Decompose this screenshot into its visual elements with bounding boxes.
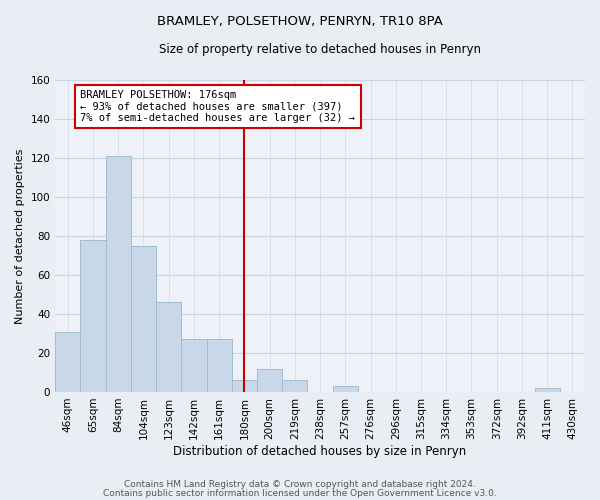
Text: BRAMLEY, POLSETHOW, PENRYN, TR10 8PA: BRAMLEY, POLSETHOW, PENRYN, TR10 8PA	[157, 15, 443, 28]
Bar	[282, 380, 307, 392]
Bar	[206, 340, 232, 392]
Text: Contains HM Land Registry data © Crown copyright and database right 2024.: Contains HM Land Registry data © Crown c…	[124, 480, 476, 489]
X-axis label: Distribution of detached houses by size in Penryn: Distribution of detached houses by size …	[173, 444, 467, 458]
Text: BRAMLEY POLSETHOW: 176sqm
← 93% of detached houses are smaller (397)
7% of semi-: BRAMLEY POLSETHOW: 176sqm ← 93% of detac…	[80, 90, 355, 123]
Bar	[55, 332, 80, 392]
Bar	[257, 368, 282, 392]
Y-axis label: Number of detached properties: Number of detached properties	[15, 148, 25, 324]
Bar	[106, 156, 131, 392]
Bar	[332, 386, 358, 392]
Title: Size of property relative to detached houses in Penryn: Size of property relative to detached ho…	[159, 42, 481, 56]
Bar	[131, 246, 156, 392]
Bar	[535, 388, 560, 392]
Bar	[232, 380, 257, 392]
Bar	[80, 240, 106, 392]
Text: Contains public sector information licensed under the Open Government Licence v3: Contains public sector information licen…	[103, 488, 497, 498]
Bar	[156, 302, 181, 392]
Bar	[181, 340, 206, 392]
